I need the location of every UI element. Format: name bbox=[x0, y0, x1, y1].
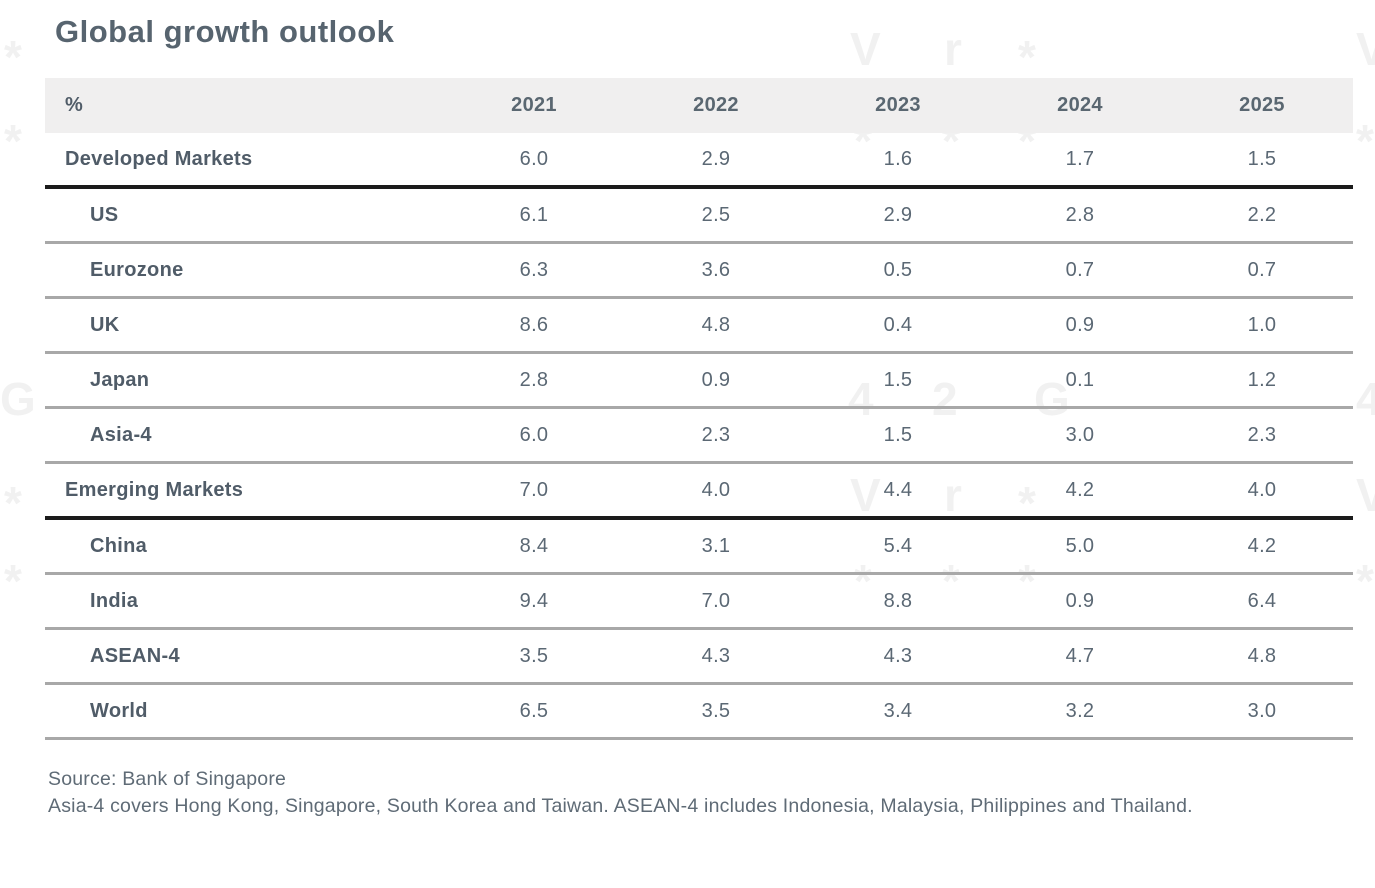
row-value: 2.3 bbox=[1247, 423, 1277, 446]
row-value: 3.0 bbox=[1065, 423, 1095, 446]
row-value: 4.4 bbox=[883, 478, 913, 501]
row-value: 1.0 bbox=[1247, 313, 1277, 336]
row-value: 0.5 bbox=[883, 258, 913, 281]
row-value: 4.7 bbox=[1065, 644, 1095, 667]
table-header-row: % 2021 2022 2023 2024 2025 bbox=[45, 78, 1353, 133]
row-value: 0.9 bbox=[1065, 313, 1095, 336]
row-value: 3.2 bbox=[1065, 699, 1095, 722]
source-note: Source: Bank of Singapore bbox=[48, 768, 287, 790]
table-row: Emerging Markets 7.0 4.0 4.4 4.2 4.0 bbox=[45, 464, 1353, 520]
row-label: Japan bbox=[90, 368, 150, 391]
row-label: World bbox=[90, 699, 148, 722]
row-value: 6.0 bbox=[519, 423, 549, 446]
row-value: 1.5 bbox=[1247, 147, 1277, 170]
row-value: 5.4 bbox=[883, 534, 913, 557]
row-label: China bbox=[90, 534, 148, 557]
row-value: 2.8 bbox=[519, 368, 549, 391]
row-value: 4.0 bbox=[1247, 478, 1277, 501]
row-value: 6.3 bbox=[519, 258, 549, 281]
header-year: 2024 bbox=[1057, 94, 1103, 116]
row-value: 3.4 bbox=[883, 699, 913, 722]
row-value: 6.5 bbox=[519, 699, 549, 722]
row-value: 1.2 bbox=[1247, 368, 1277, 391]
row-value: 2.9 bbox=[701, 147, 731, 170]
page-title: Global growth outlook bbox=[55, 14, 395, 49]
growth-outlook-table: % 2021 2022 2023 2024 2025 Developed Markets… bbox=[45, 78, 1353, 740]
row-value: 3.5 bbox=[701, 699, 731, 722]
row-value: 6.4 bbox=[1247, 589, 1277, 612]
row-value: 0.7 bbox=[1247, 258, 1277, 281]
row-value: 0.1 bbox=[1065, 368, 1095, 391]
row-value: 3.5 bbox=[519, 644, 549, 667]
row-label: ASEAN-4 bbox=[90, 644, 180, 667]
row-value: 6.1 bbox=[519, 203, 549, 226]
watermark-glyph: * bbox=[4, 477, 22, 529]
row-value: 5.0 bbox=[1065, 534, 1095, 557]
header-year: 2023 bbox=[875, 94, 921, 116]
row-value: 4.2 bbox=[1065, 478, 1095, 501]
row-value: 3.1 bbox=[701, 534, 731, 557]
row-value: 2.9 bbox=[883, 203, 913, 226]
row-label: Eurozone bbox=[90, 258, 184, 281]
table-row: Developed Markets 6.0 2.9 1.6 1.7 1.5 bbox=[45, 133, 1353, 189]
row-value: 0.4 bbox=[883, 313, 913, 336]
row-label: India bbox=[90, 589, 139, 612]
header-year: 2022 bbox=[693, 94, 739, 116]
row-value: 4.0 bbox=[701, 478, 731, 501]
row-value: 4.3 bbox=[701, 644, 731, 667]
watermark-glyph: * bbox=[4, 555, 22, 607]
row-label: Developed Markets bbox=[65, 147, 253, 170]
header-year: 2021 bbox=[511, 94, 557, 116]
table-row: ASEAN-4 3.5 4.3 4.3 4.7 4.8 bbox=[45, 630, 1353, 685]
row-value: 4.8 bbox=[701, 313, 731, 336]
watermark-glyph: * bbox=[4, 115, 22, 167]
row-value: 8.8 bbox=[883, 589, 913, 612]
row-label: Asia-4 bbox=[90, 423, 152, 446]
definitions-note: Asia-4 covers Hong Kong, Singapore, Sout… bbox=[48, 795, 1193, 817]
row-value: 7.0 bbox=[519, 478, 549, 501]
row-value: 9.4 bbox=[519, 589, 549, 612]
table-row: Eurozone 6.3 3.6 0.5 0.7 0.7 bbox=[45, 244, 1353, 299]
row-value: 3.6 bbox=[701, 258, 731, 281]
row-value: 0.7 bbox=[1065, 258, 1095, 281]
row-value: 2.5 bbox=[701, 203, 731, 226]
table-row: Asia-4 6.0 2.3 1.5 3.0 2.3 bbox=[45, 409, 1353, 464]
row-value: 0.9 bbox=[701, 368, 731, 391]
row-value: 1.6 bbox=[883, 147, 913, 170]
row-value: 6.0 bbox=[519, 147, 549, 170]
table-row: China 8.4 3.1 5.4 5.0 4.2 bbox=[45, 520, 1353, 575]
watermark-glyph: * bbox=[1356, 555, 1374, 607]
watermark-glyph: 4 bbox=[1356, 373, 1375, 425]
row-value: 4.8 bbox=[1247, 644, 1277, 667]
table-row: US 6.1 2.5 2.9 2.8 2.2 bbox=[45, 189, 1353, 244]
header-unit-label: % bbox=[65, 94, 84, 116]
row-value: 0.9 bbox=[1065, 589, 1095, 612]
footnotes: Source: Bank of Singapore Asia-4 covers … bbox=[48, 766, 1338, 820]
row-value: 2.8 bbox=[1065, 203, 1095, 226]
row-value: 1.5 bbox=[883, 368, 913, 391]
row-value: 8.6 bbox=[519, 313, 549, 336]
header-year: 2025 bbox=[1239, 94, 1285, 116]
row-value: 1.5 bbox=[883, 423, 913, 446]
row-value: 4.3 bbox=[883, 644, 913, 667]
watermark-glyph: G bbox=[0, 373, 36, 425]
table-row: India 9.4 7.0 8.8 0.9 6.4 bbox=[45, 575, 1353, 630]
row-value: 2.2 bbox=[1247, 203, 1277, 226]
row-label: Emerging Markets bbox=[65, 478, 244, 501]
row-value: 3.0 bbox=[1247, 699, 1277, 722]
watermark-glyph: * bbox=[4, 31, 22, 83]
row-value: 7.0 bbox=[701, 589, 731, 612]
table-row: World 6.5 3.5 3.4 3.2 3.0 bbox=[45, 685, 1353, 740]
row-value: 1.7 bbox=[1065, 147, 1095, 170]
watermark-glyph: * bbox=[1356, 115, 1374, 167]
table-row: UK 8.6 4.8 0.4 0.9 1.0 bbox=[45, 299, 1353, 354]
table-row: Japan 2.8 0.9 1.5 0.1 1.2 bbox=[45, 354, 1353, 409]
row-label: UK bbox=[90, 313, 120, 336]
row-value: 4.2 bbox=[1247, 534, 1277, 557]
watermark-glyph: V bbox=[1356, 469, 1375, 521]
row-value: 8.4 bbox=[519, 534, 549, 557]
row-value: 2.3 bbox=[701, 423, 731, 446]
row-label: US bbox=[90, 203, 119, 226]
